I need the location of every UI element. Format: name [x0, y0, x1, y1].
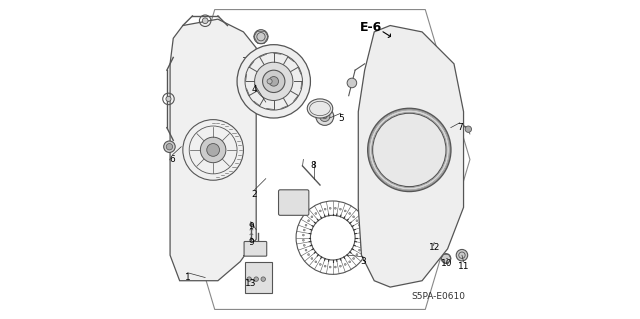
Circle shape	[319, 263, 321, 265]
Text: 9: 9	[248, 222, 253, 231]
Text: 8: 8	[311, 161, 317, 170]
Circle shape	[361, 234, 363, 236]
Text: 3: 3	[360, 257, 366, 266]
Circle shape	[254, 30, 268, 44]
Circle shape	[368, 108, 451, 191]
FancyBboxPatch shape	[244, 241, 267, 256]
Polygon shape	[170, 19, 256, 281]
Polygon shape	[245, 262, 272, 293]
Polygon shape	[358, 26, 463, 287]
Ellipse shape	[307, 99, 333, 118]
Circle shape	[323, 114, 327, 119]
Circle shape	[319, 210, 321, 212]
Circle shape	[329, 266, 331, 268]
Circle shape	[315, 261, 317, 263]
Circle shape	[403, 143, 417, 157]
Circle shape	[378, 118, 441, 182]
Circle shape	[361, 239, 363, 241]
Circle shape	[358, 224, 360, 226]
Circle shape	[303, 244, 305, 246]
Text: 11: 11	[458, 262, 469, 271]
Circle shape	[456, 249, 468, 261]
Circle shape	[269, 77, 278, 86]
Circle shape	[349, 212, 351, 214]
Circle shape	[261, 277, 266, 281]
Circle shape	[339, 208, 341, 210]
Text: 6: 6	[170, 155, 175, 164]
Circle shape	[334, 266, 336, 268]
Circle shape	[441, 254, 451, 263]
Text: 2: 2	[252, 190, 257, 199]
Circle shape	[315, 212, 317, 214]
Text: 10: 10	[441, 259, 452, 268]
Circle shape	[324, 208, 326, 210]
Text: 1: 1	[185, 273, 191, 282]
Text: 7: 7	[457, 123, 463, 132]
Circle shape	[237, 45, 310, 118]
Circle shape	[308, 254, 310, 256]
Circle shape	[347, 78, 356, 88]
Circle shape	[254, 277, 259, 281]
Circle shape	[344, 263, 346, 265]
Circle shape	[207, 144, 220, 156]
Circle shape	[305, 224, 307, 226]
Circle shape	[308, 220, 310, 222]
Circle shape	[202, 18, 208, 24]
Text: E-6: E-6	[360, 21, 382, 33]
Circle shape	[360, 244, 362, 246]
Circle shape	[360, 229, 362, 231]
Circle shape	[303, 239, 305, 241]
Circle shape	[329, 207, 331, 209]
Circle shape	[262, 70, 285, 93]
FancyBboxPatch shape	[278, 190, 309, 215]
Circle shape	[344, 210, 346, 212]
Text: 4: 4	[252, 85, 257, 94]
Circle shape	[339, 265, 341, 267]
Circle shape	[353, 257, 355, 259]
Circle shape	[358, 249, 360, 251]
Circle shape	[334, 207, 336, 209]
Circle shape	[166, 96, 171, 101]
Text: 9: 9	[248, 238, 253, 247]
Circle shape	[311, 257, 313, 259]
Text: 13: 13	[245, 279, 257, 288]
Circle shape	[305, 249, 307, 251]
Circle shape	[311, 216, 313, 218]
Circle shape	[353, 216, 355, 218]
Circle shape	[200, 137, 226, 163]
Circle shape	[395, 136, 424, 164]
Circle shape	[349, 261, 351, 263]
Circle shape	[247, 277, 252, 281]
Circle shape	[324, 265, 326, 267]
Circle shape	[429, 242, 437, 249]
Circle shape	[166, 144, 173, 150]
Circle shape	[316, 108, 333, 125]
Circle shape	[356, 254, 358, 256]
Circle shape	[303, 229, 305, 231]
Circle shape	[267, 79, 272, 84]
Text: 5: 5	[338, 114, 344, 122]
Circle shape	[372, 113, 446, 187]
Text: 12: 12	[429, 243, 440, 252]
Circle shape	[164, 141, 175, 152]
Text: S5PA-E0610: S5PA-E0610	[411, 292, 465, 301]
Circle shape	[320, 111, 330, 122]
Circle shape	[303, 234, 305, 236]
Circle shape	[465, 126, 472, 132]
Circle shape	[356, 220, 358, 222]
Circle shape	[255, 62, 293, 100]
